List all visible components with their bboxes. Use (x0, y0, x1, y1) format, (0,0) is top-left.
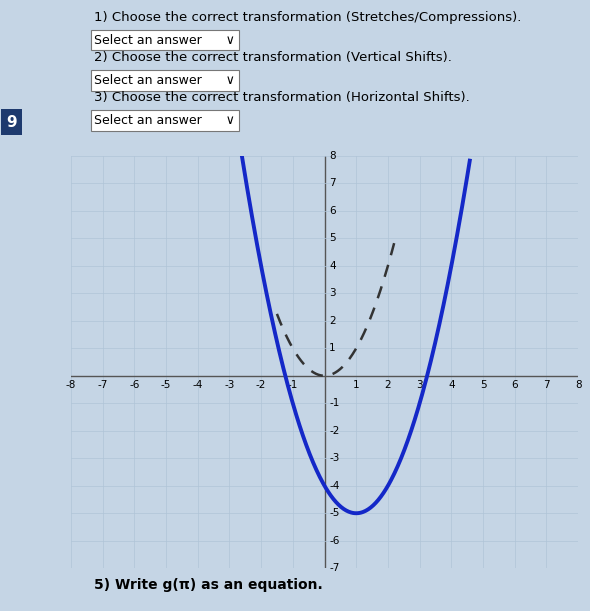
Text: 3: 3 (329, 288, 336, 298)
Text: Select an answer      ∨: Select an answer ∨ (94, 34, 235, 46)
Text: 5: 5 (329, 233, 336, 243)
Text: -7: -7 (97, 380, 108, 390)
Text: 4: 4 (329, 261, 336, 271)
Text: 1: 1 (353, 380, 359, 390)
Text: -4: -4 (192, 380, 203, 390)
Text: 6: 6 (512, 380, 518, 390)
Text: -5: -5 (160, 380, 171, 390)
Text: 2: 2 (385, 380, 391, 390)
Text: -4: -4 (329, 481, 340, 491)
Text: -6: -6 (129, 380, 139, 390)
Text: 8: 8 (329, 151, 336, 161)
Text: -3: -3 (329, 453, 340, 463)
Text: 3) Choose the correct transformation (Horizontal Shifts).: 3) Choose the correct transformation (Ho… (94, 91, 470, 104)
Text: -7: -7 (329, 563, 340, 573)
Text: 9: 9 (6, 114, 17, 130)
Text: -1: -1 (329, 398, 340, 408)
Text: 5: 5 (480, 380, 486, 390)
Text: 7: 7 (543, 380, 550, 390)
Text: 4: 4 (448, 380, 455, 390)
Text: -1: -1 (287, 380, 298, 390)
Text: 3: 3 (417, 380, 423, 390)
Text: 2) Choose the correct transformation (Vertical Shifts).: 2) Choose the correct transformation (Ve… (94, 51, 453, 64)
Text: 8: 8 (575, 380, 582, 390)
Text: 1: 1 (329, 343, 336, 353)
Text: -6: -6 (329, 536, 340, 546)
Text: 2: 2 (329, 316, 336, 326)
Text: -2: -2 (329, 426, 340, 436)
Text: Select an answer      ∨: Select an answer ∨ (94, 114, 235, 127)
Text: -3: -3 (224, 380, 235, 390)
Text: 5) Write g(π) as an equation.: 5) Write g(π) as an equation. (94, 579, 323, 592)
Text: -2: -2 (256, 380, 266, 390)
Text: -8: -8 (65, 380, 76, 390)
Text: 7: 7 (329, 178, 336, 188)
Text: Select an answer      ∨: Select an answer ∨ (94, 74, 235, 87)
Text: -5: -5 (329, 508, 340, 518)
Text: 1) Choose the correct transformation (Stretches/Compressions).: 1) Choose the correct transformation (St… (94, 11, 522, 24)
Text: 6: 6 (329, 206, 336, 216)
